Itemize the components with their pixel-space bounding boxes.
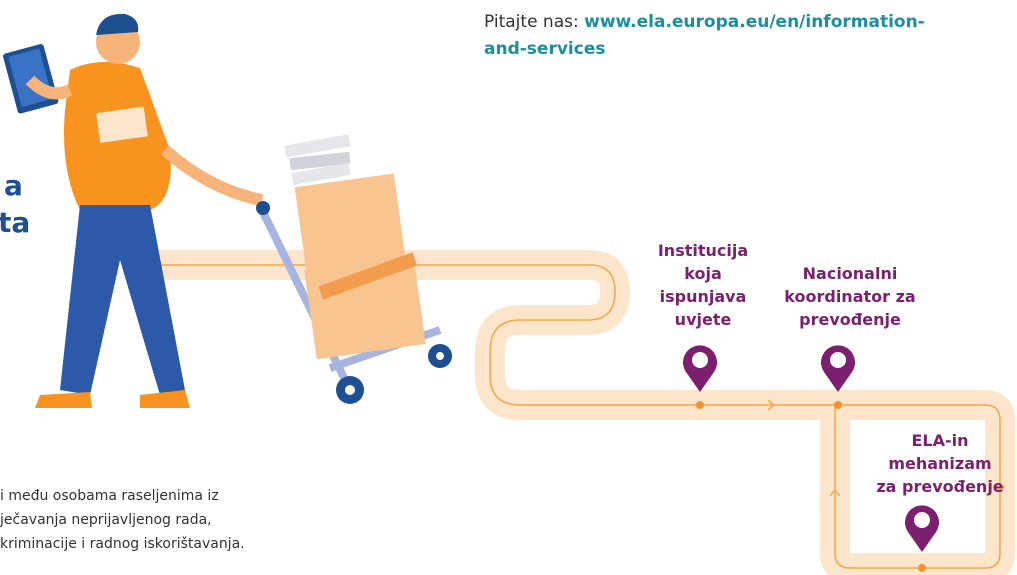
infographic: Institucija koja ispunjava uvjete Nacion… xyxy=(0,0,1017,575)
link[interactable]: and-services xyxy=(484,39,605,59)
body-line: ječavanja neprijavljenog rada, xyxy=(0,512,212,528)
body-line: i među osobama raseljenima iz xyxy=(0,488,219,504)
label-line: uvjete xyxy=(675,310,732,329)
body-line: kriminacije i radnog iskorištavanja. xyxy=(0,536,245,552)
label-line: ELA-in xyxy=(911,431,968,450)
label-line: Institucija xyxy=(658,241,748,260)
node-label: Institucija koja ispunjava uvjete xyxy=(658,241,748,329)
heading-line: ta xyxy=(0,206,30,239)
link[interactable]: www.ela.europa.eu/en/information- xyxy=(584,12,925,32)
label-line: mehanizam xyxy=(888,454,991,473)
pins xyxy=(683,345,939,552)
header-prefix: Pitajte nas: xyxy=(484,12,579,32)
header: Pitajte nas: www.ela.europa.eu/en/inform… xyxy=(484,12,925,32)
label-line: za prevođenje xyxy=(876,477,1003,496)
illustration xyxy=(2,14,452,408)
label-line: ispunjava xyxy=(660,287,747,306)
label-line: Nacionalni xyxy=(803,264,898,283)
heading-line: a xyxy=(4,169,23,202)
label-line: koordinator za xyxy=(784,287,915,306)
label-line: prevođenje xyxy=(799,310,901,329)
node-label: ELA-in mehanizam za prevođenje xyxy=(876,431,1003,496)
node-label: Nacionalni koordinator za prevođenje xyxy=(784,264,915,329)
label-line: koja xyxy=(684,264,721,283)
